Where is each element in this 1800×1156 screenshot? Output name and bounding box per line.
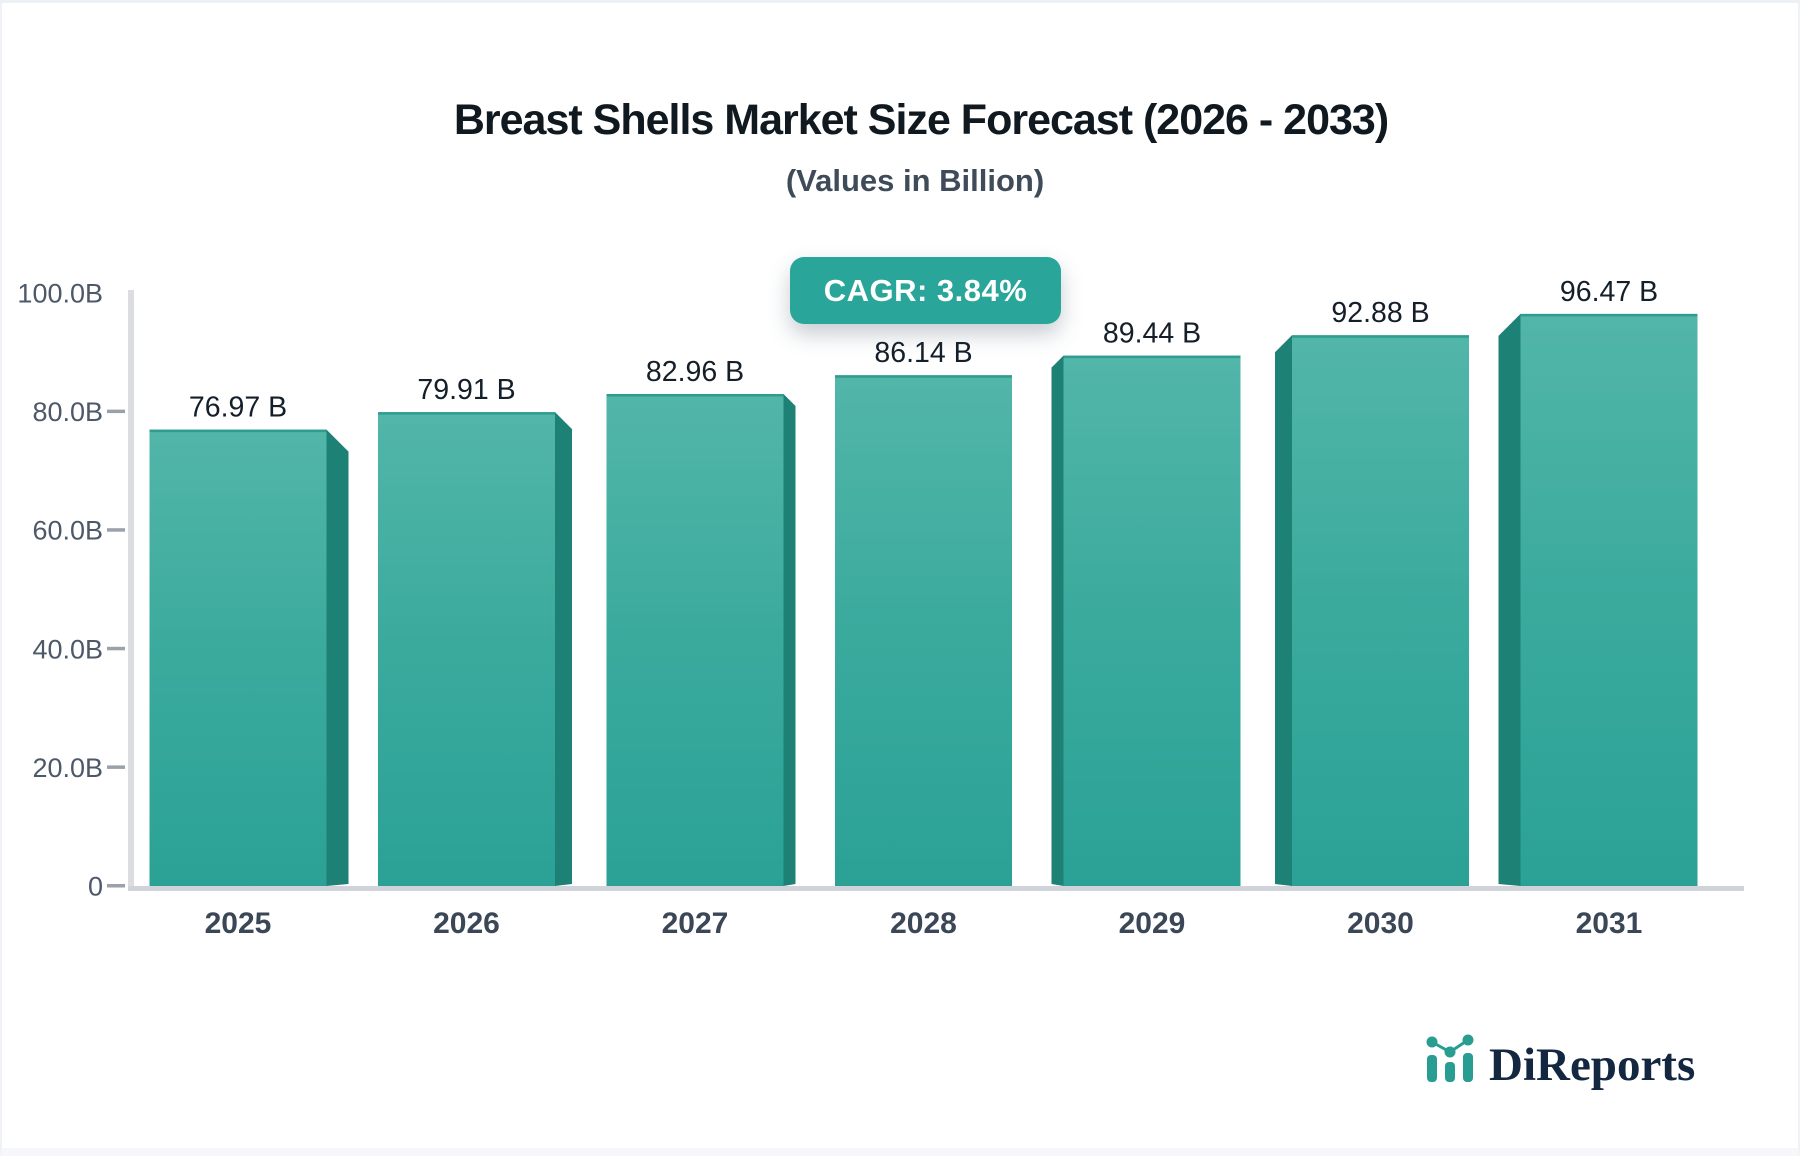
bar-value-label: 82.96 B: [646, 356, 744, 388]
bar: [149, 429, 327, 887]
y-tick-dash: [107, 765, 125, 769]
bar: [378, 412, 555, 887]
bar-side-3d: [326, 429, 349, 886]
bar-value-label: 76.97 B: [189, 392, 287, 424]
bar-value-label: 89.44 B: [1103, 318, 1201, 350]
y-tick-dash: [107, 884, 125, 888]
x-axis-year-label: 2030: [1347, 907, 1414, 940]
chart-subtitle: (Values in Billion): [785, 163, 1045, 198]
y-tick-dash: [107, 528, 125, 532]
bar-side-3d: [783, 394, 796, 886]
bar: [1063, 355, 1241, 887]
bar-side-3d: [1051, 355, 1064, 886]
bar: [606, 394, 784, 887]
y-tick-label: 40.0B: [32, 634, 103, 664]
y-tick-label: 0: [88, 871, 103, 901]
brand-logo-text: DiReports: [1489, 1039, 1696, 1092]
bar: [835, 375, 1012, 887]
bar-side-3d: [1498, 313, 1521, 887]
bar-side-3d: [1275, 335, 1292, 887]
bar-value-label: 79.91 B: [417, 374, 515, 406]
y-tick-label: 20.0B: [32, 753, 103, 783]
x-axis-year-label: 2025: [205, 907, 272, 940]
bar-value-label: 86.14 B: [874, 337, 972, 369]
bar: [1292, 335, 1469, 888]
y-tick-label: 100.0B: [17, 278, 103, 308]
x-axis-line: [128, 886, 1744, 891]
bar-value-label: 92.88 B: [1331, 297, 1429, 329]
brand-logo-icon: [1426, 1034, 1474, 1082]
x-axis-year-label: 2031: [1576, 907, 1643, 940]
chart-title: Breast Shells Market Size Forecast (2026…: [453, 96, 1389, 144]
bar-side-3d: [555, 412, 572, 886]
y-tick-label: 80.0B: [32, 397, 103, 427]
y-tick-dash: [107, 409, 125, 414]
bar: [1520, 313, 1698, 888]
x-axis-year-label: 2029: [1119, 907, 1186, 940]
x-axis-year-label: 2028: [890, 907, 957, 940]
brand-logo: DiReports: [1420, 1026, 1696, 1092]
cagr-badge-label: CAGR: 3.84%: [823, 272, 1028, 308]
y-tick-label: 60.0B: [32, 516, 103, 546]
y-axis-line: [128, 290, 134, 886]
bar-value-label: 96.47 B: [1560, 276, 1658, 308]
x-axis-year-label: 2027: [662, 907, 729, 940]
x-axis-year-label: 2026: [433, 907, 500, 940]
y-tick-dash: [107, 646, 125, 651]
cagr-badge: CAGR: 3.84%: [790, 257, 1061, 324]
